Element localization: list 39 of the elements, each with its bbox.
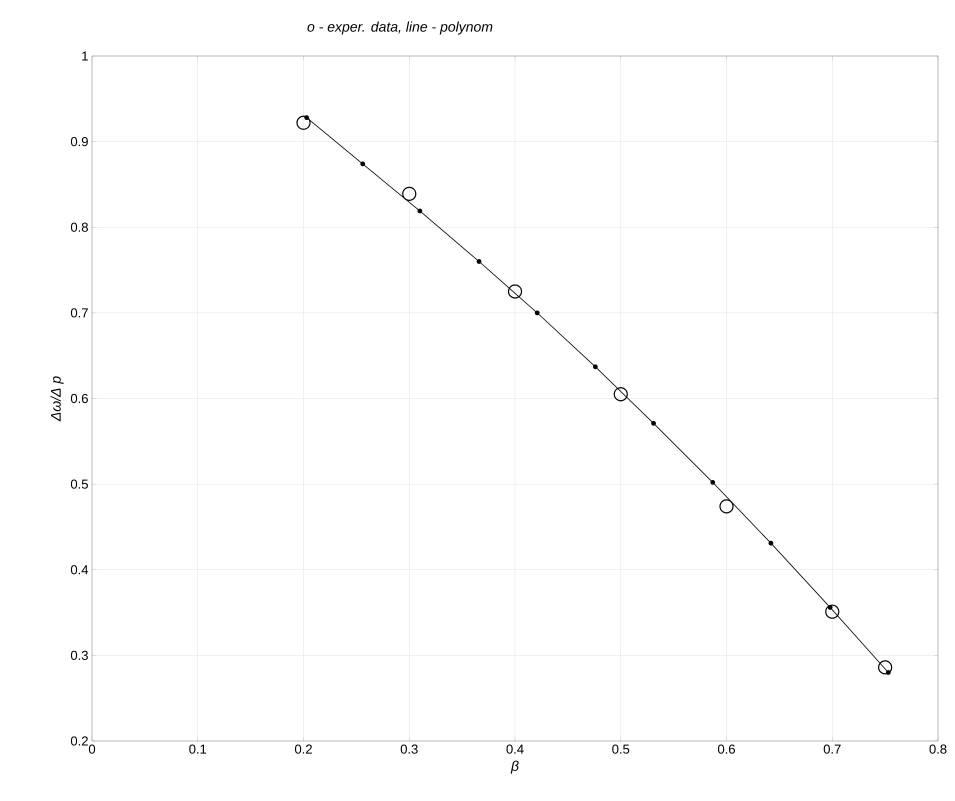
- point: [886, 670, 891, 675]
- point: [878, 660, 892, 674]
- chart-title: o - exper. data, line - polynom: [307, 21, 492, 34]
- x-axis-title: β: [510, 760, 519, 774]
- point: [614, 387, 628, 402]
- point: [417, 208, 422, 214]
- x-tick-label: 0.4: [506, 744, 524, 754]
- y-tick-label: 0.7: [70, 308, 88, 318]
- x-tick-label: 0.8: [929, 744, 946, 754]
- point: [476, 259, 482, 264]
- point: [719, 499, 734, 514]
- point: [402, 186, 416, 201]
- x-tick-label: 0: [88, 744, 96, 754]
- point: [828, 605, 833, 610]
- point: [360, 161, 366, 166]
- point: [592, 364, 598, 370]
- y-tick-label: 0.8: [70, 222, 88, 232]
- point: [651, 420, 656, 426]
- point: [710, 480, 716, 485]
- point: [296, 116, 311, 130]
- y-axis-title: Δω/Δ p: [50, 376, 64, 422]
- x-tick-label: 0.3: [400, 744, 418, 754]
- point: [825, 604, 840, 619]
- x-tick-label: 0.6: [718, 744, 735, 754]
- x-tick-label: 0.5: [612, 744, 630, 754]
- x-tick-label: 0.2: [294, 744, 312, 754]
- y-tick-label: 0.5: [70, 480, 88, 489]
- point: [304, 115, 310, 120]
- point: [508, 284, 522, 299]
- point: [768, 540, 774, 546]
- y-tick-label: 0.6: [70, 394, 88, 404]
- y-tick-label: 0.9: [70, 137, 88, 146]
- x-tick-label: 0.7: [824, 744, 841, 754]
- y-tick-label: 0.4: [70, 565, 88, 574]
- y-tick-label: 1: [82, 52, 88, 60]
- point: [534, 310, 540, 316]
- x-tick-label: 0.1: [189, 744, 206, 754]
- y-tick-label: 0.3: [70, 650, 88, 660]
- y-tick-label: 0.2: [70, 736, 88, 746]
